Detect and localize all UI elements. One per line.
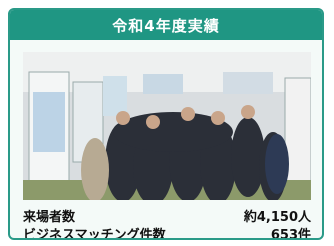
stat-row: ビジネスマッチング件数 653件	[23, 224, 311, 240]
person	[81, 138, 109, 200]
page: 令和4年度実績 来場者数 約4,150人 ビジネスマッチング件数 653件 ((…	[0, 0, 334, 246]
poster	[103, 76, 127, 116]
stat-value: 653件	[271, 224, 311, 240]
panel	[285, 78, 311, 188]
card-title: 令和4年度実績	[112, 15, 219, 36]
poster	[33, 92, 65, 152]
poster	[143, 74, 183, 94]
stat-label: ビジネスマッチング件数	[23, 224, 166, 240]
stat-label: 来場者数	[23, 206, 75, 225]
person	[265, 134, 289, 194]
result-card: 令和4年度実績 来場者数 約4,150人 ビジネスマッチング件数 653件	[8, 8, 324, 240]
stat-row: 来場者数 約4,150人	[23, 206, 311, 225]
card-header: 令和4年度実績	[10, 10, 322, 40]
event-photo	[23, 52, 311, 200]
poster	[223, 72, 273, 94]
stat-value: 約4,150人	[244, 206, 311, 225]
